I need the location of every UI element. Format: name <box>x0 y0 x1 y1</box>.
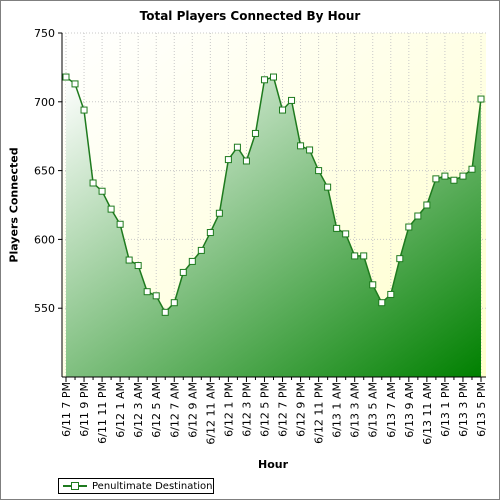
data-point-1 <box>71 80 79 88</box>
x-tick-label: 6/13 5 PM <box>475 382 488 437</box>
data-point-5 <box>107 205 115 213</box>
data-point-32 <box>351 252 359 260</box>
x-ticks: 6/11 7 PM 6/11 9 PM 6/11 11 PM 6/12 1 AM 6/1… <box>60 377 488 445</box>
series-points <box>62 73 485 316</box>
data-point-43 <box>450 176 458 184</box>
data-point-31 <box>342 230 350 238</box>
data-point-37 <box>396 255 404 263</box>
data-point-16 <box>206 229 214 237</box>
x-tick-label: 6/13 3 AM <box>349 382 362 438</box>
y-tick-label: 750 <box>34 27 55 40</box>
data-point-28 <box>315 167 323 175</box>
data-point-40 <box>423 201 431 209</box>
x-tick-label: 6/12 3 PM <box>240 382 253 437</box>
data-point-25 <box>288 96 296 104</box>
data-point-3 <box>89 179 97 187</box>
data-point-22 <box>260 76 268 84</box>
data-point-17 <box>215 209 223 217</box>
data-point-24 <box>279 106 287 114</box>
x-tick-label: 6/12 3 AM <box>132 382 145 438</box>
x-tick-label: 6/13 5 AM <box>367 382 380 438</box>
x-tick-label: 6/12 7 AM <box>168 382 181 438</box>
data-point-11 <box>161 308 169 316</box>
x-tick-label: 6/13 3 PM <box>457 382 470 437</box>
data-point-18 <box>224 156 232 164</box>
x-tick-label: 6/11 9 PM <box>78 382 91 437</box>
x-axis-label: Hour <box>257 458 289 471</box>
x-tick-label: 6/13 1 AM <box>331 382 344 438</box>
x-tick-label: 6/12 5 AM <box>150 382 163 438</box>
legend-label: Penultimate Destination <box>92 480 213 492</box>
x-tick-label: 6/12 9 PM <box>295 382 308 437</box>
x-tick-label: 6/13 11 AM <box>421 382 434 445</box>
data-point-21 <box>251 129 259 137</box>
data-point-15 <box>197 246 205 254</box>
y-ticks: 550 600 650 700 750 <box>34 27 62 315</box>
chart-title: Total Players Connected By Hour <box>139 9 361 23</box>
data-point-26 <box>297 142 305 150</box>
data-point-34 <box>369 281 377 289</box>
x-tick-label: 6/13 7 AM <box>385 382 398 438</box>
data-point-9 <box>143 288 151 296</box>
legend: Penultimate Destination <box>58 478 214 494</box>
data-point-0 <box>62 73 70 81</box>
legend-swatch <box>63 481 87 491</box>
y-tick-label: 600 <box>34 233 55 246</box>
data-point-38 <box>405 223 413 231</box>
data-point-13 <box>179 268 187 276</box>
x-tick-label: 6/12 1 AM <box>114 382 127 438</box>
data-point-27 <box>306 146 314 154</box>
data-point-42 <box>441 172 449 180</box>
x-tick-label: 6/12 11 AM <box>204 382 217 445</box>
series-area <box>66 77 481 377</box>
x-tick-label: 6/12 9 AM <box>186 382 199 438</box>
x-tick-label: 6/12 1 PM <box>222 382 235 437</box>
data-point-45 <box>468 165 476 173</box>
x-tick-label: 6/12 11 PM <box>313 382 326 444</box>
data-point-29 <box>324 183 332 191</box>
data-point-2 <box>80 106 88 114</box>
x-tick-label: 6/13 9 AM <box>403 382 416 438</box>
x-tick-label: 6/13 1 PM <box>439 382 452 437</box>
data-point-39 <box>414 212 422 220</box>
x-tick-label: 6/12 7 PM <box>277 382 290 437</box>
x-tick-label: 6/11 7 PM <box>60 382 73 437</box>
y-tick-label: 550 <box>34 302 55 315</box>
data-point-6 <box>116 220 124 228</box>
data-point-4 <box>98 187 106 195</box>
data-point-7 <box>125 256 133 264</box>
data-point-44 <box>459 172 467 180</box>
x-tick-label: 6/12 5 PM <box>259 382 272 437</box>
x-tick-label: 6/11 11 PM <box>96 382 109 444</box>
data-point-30 <box>333 224 341 232</box>
y-tick-label: 700 <box>34 96 55 109</box>
data-point-12 <box>170 299 178 307</box>
data-point-8 <box>134 262 142 270</box>
data-point-36 <box>387 290 395 298</box>
data-point-35 <box>378 299 386 307</box>
data-point-10 <box>152 292 160 300</box>
data-point-19 <box>233 143 241 151</box>
data-point-33 <box>360 252 368 260</box>
data-point-14 <box>188 257 196 265</box>
data-point-23 <box>270 73 277 81</box>
data-point-46 <box>477 95 485 103</box>
data-point-41 <box>432 175 440 183</box>
y-tick-label: 650 <box>34 165 55 178</box>
data-point-20 <box>242 157 250 165</box>
